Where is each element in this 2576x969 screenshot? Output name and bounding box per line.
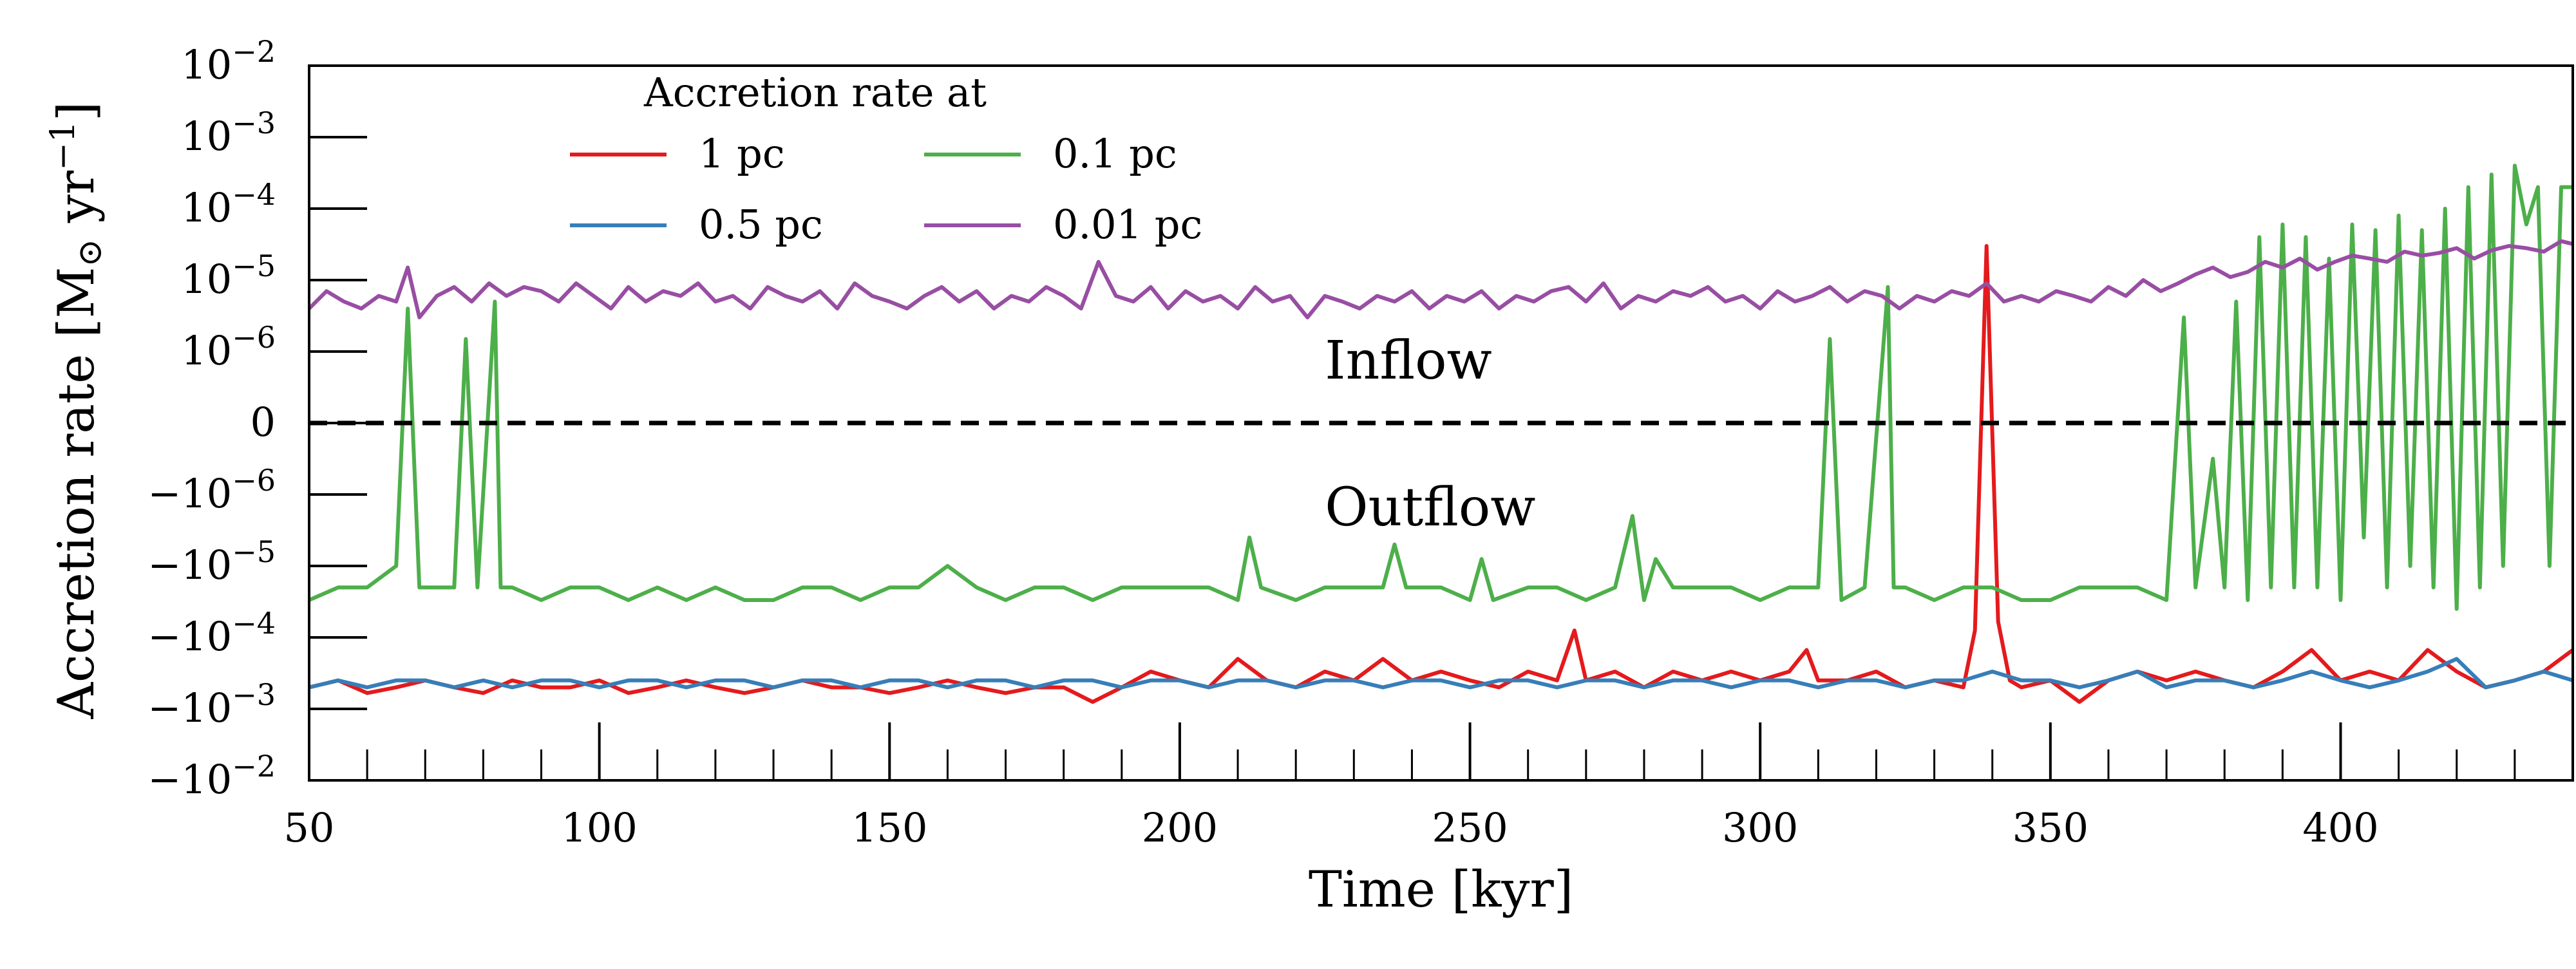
y-axis-label-subscript: ⊙ (71, 239, 109, 267)
legend-label-2: 0.1 pc (1053, 130, 1177, 177)
y-tick-label: 10−5 (181, 249, 276, 303)
y-tick-label: 10−6 (181, 320, 276, 374)
y-tick-label: 0 (251, 399, 276, 446)
y-tick-label: −10−6 (147, 463, 276, 517)
series-line-3 (307, 239, 2573, 319)
y-tick-label: −10−3 (147, 677, 276, 731)
plot-frame (308, 64, 2574, 782)
series-line-1 (308, 657, 2573, 690)
legend: Accretion rate at 1 pc 0.5 pc 0.1 pc 0.01 p… (570, 69, 1202, 248)
y-tick-label: 10−3 (181, 106, 276, 160)
y-tick-label: −10−4 (147, 606, 276, 660)
legend-label-1: 0.5 pc (699, 201, 823, 248)
x-tick-label: 200 (1142, 804, 1218, 851)
x-tick-label: 150 (851, 804, 927, 851)
y-axis-label-exponent: −1 (44, 121, 82, 171)
series-layer (307, 164, 2574, 704)
outflow-annotation: Outflow (1325, 477, 1535, 538)
series-line-0 (308, 244, 2574, 704)
y-tick-label: 10−2 (181, 34, 276, 88)
legend-title: Accretion rate at (643, 69, 987, 116)
y-axis-label-unit: yr (48, 170, 106, 239)
series-line-2 (308, 164, 2573, 611)
ticks-layer: 50 100 150 200 250 300 350 400 10−2 10−3 10−4 10−5 1… (147, 34, 2574, 851)
y-axis-label: Accretion rate [M⊙ yr−1] (44, 102, 109, 720)
x-tick-label: 300 (1722, 804, 1798, 851)
legend-label-0: 1 pc (699, 130, 785, 177)
y-tick-label: −10−5 (147, 534, 276, 588)
legend-label-3: 0.01 pc (1053, 201, 1202, 248)
x-tick-label: 50 (284, 804, 335, 851)
x-tick-label: 350 (2012, 804, 2088, 851)
y-tick-label: −10−2 (147, 749, 276, 803)
x-tick-label: 250 (1432, 804, 1508, 851)
x-axis-label: Time [kyr] (1309, 861, 1573, 919)
x-tick-label: 100 (561, 804, 637, 851)
y-axis-label-text: Accretion rate [M (48, 267, 106, 720)
x-tick-label: 400 (2302, 804, 2378, 851)
y-axis-label-close: ] (48, 102, 106, 121)
y-tick-label: 10−4 (181, 177, 276, 231)
inflow-annotation: Inflow (1325, 330, 1492, 391)
